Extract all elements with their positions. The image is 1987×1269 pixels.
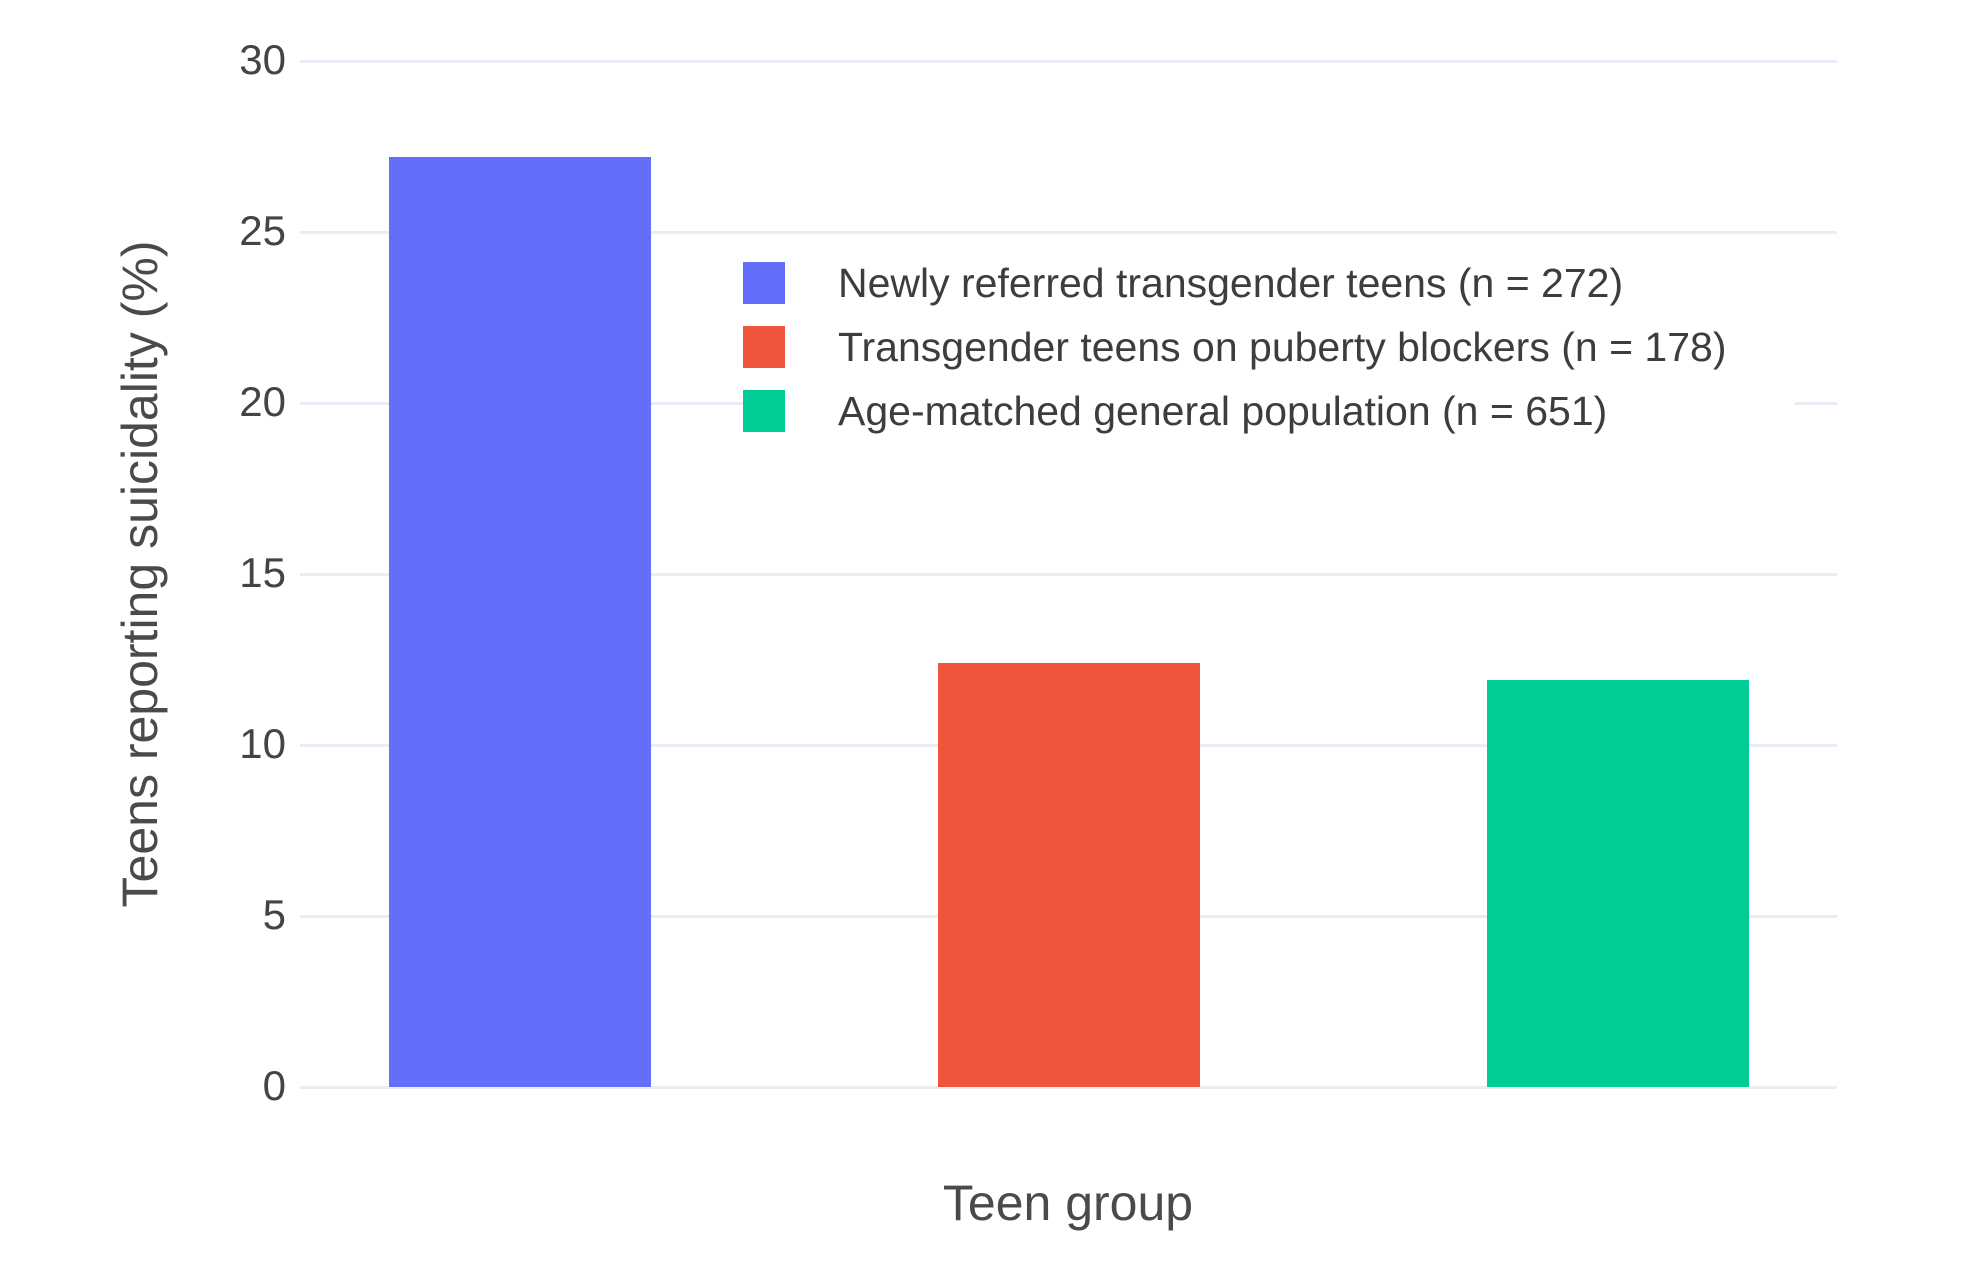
x-axis-title: Teen group [942, 1175, 1194, 1231]
legend-item-3[interactable]: Age-matched general population (n = 651) [743, 379, 1795, 443]
y-tick-label-20: 20 [239, 378, 286, 426]
legend: Newly referred transgender teens (n = 27… [743, 251, 1795, 443]
bar-3[interactable] [1486, 680, 1749, 1087]
legend-item-label: Age-matched general population (n = 651) [838, 387, 1608, 434]
y-tick-label-15: 15 [239, 549, 286, 597]
legend-swatch-icon [743, 390, 785, 432]
gridline-y-30 [300, 59, 1837, 63]
legend-item-label: Transgender teens on puberty blockers (n… [838, 323, 1727, 370]
y-tick-label-25: 25 [239, 207, 286, 255]
legend-swatch-icon [743, 326, 785, 368]
bar-2[interactable] [937, 662, 1200, 1087]
y-tick-label-0: 0 [262, 1062, 286, 1110]
bar-1[interactable] [388, 156, 651, 1087]
legend-item-2[interactable]: Transgender teens on puberty blockers (n… [743, 315, 1795, 379]
gridline-y-15 [300, 572, 1837, 576]
y-tick-label-5: 5 [262, 891, 286, 939]
legend-item-label: Newly referred transgender teens (n = 27… [838, 259, 1624, 306]
legend-item-1[interactable]: Newly referred transgender teens (n = 27… [743, 251, 1795, 315]
y-tick-label-30: 30 [239, 36, 286, 84]
gridline-y-25 [300, 230, 1837, 234]
legend-swatch-icon [743, 262, 785, 304]
y-axis-title: Teens reporting suicidality (%) [112, 240, 168, 908]
y-tick-label-10: 10 [239, 720, 286, 768]
gridline-y-0 [300, 1085, 1837, 1089]
